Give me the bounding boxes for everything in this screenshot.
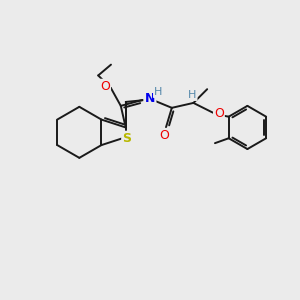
Text: O: O [100, 80, 110, 93]
Text: S: S [122, 132, 131, 145]
Text: O: O [159, 129, 169, 142]
Text: H: H [154, 87, 162, 97]
Text: N: N [145, 92, 155, 106]
Text: O: O [144, 94, 154, 106]
Text: O: O [214, 107, 224, 120]
Text: H: H [188, 90, 196, 100]
